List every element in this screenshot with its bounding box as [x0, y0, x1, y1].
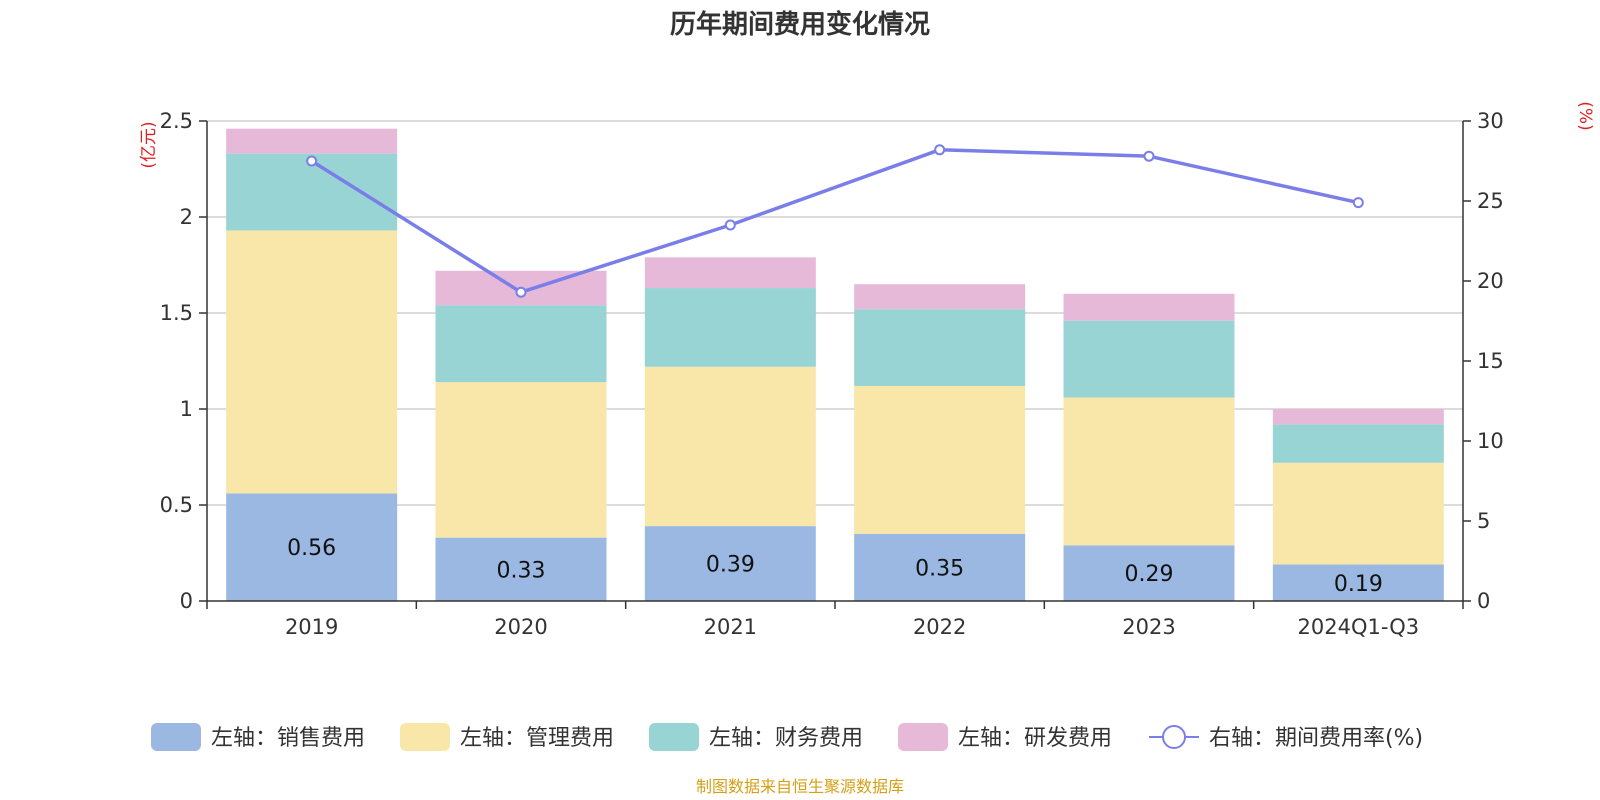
- x-tick-label: 2024Q1-Q3: [1298, 615, 1420, 639]
- right-tick-label: 0: [1477, 589, 1490, 613]
- bar-2-2023: [1063, 397, 1235, 546]
- bar-3-2023: [1063, 320, 1235, 398]
- rate-point: [934, 144, 946, 156]
- legend: 左轴：销售费用 左轴：管理费用 左轴：财务费用 左轴：研发费用 右轴：期间费用率(%): [151, 723, 1423, 751]
- left-tick-label: 0.5: [160, 493, 193, 517]
- grid: [207, 120, 1463, 506]
- bar-value-label: 0.56: [287, 536, 336, 561]
- legend-swatch-4: [898, 723, 948, 751]
- rate-point: [515, 286, 527, 298]
- legend-marker-icon: [1162, 725, 1186, 749]
- bar-2-2019: [226, 230, 398, 494]
- x-tick-label: 2019: [285, 615, 338, 639]
- bar-1-2024Q1-Q3: [1272, 564, 1444, 601]
- bar-2-2024Q1-Q3: [1272, 462, 1444, 565]
- right-tick-label: 30: [1477, 109, 1504, 133]
- rate-line-path: [310, 148, 1359, 295]
- bar-1-2023: [1063, 545, 1235, 601]
- bar-4-2024Q1-Q3: [1272, 409, 1444, 425]
- chart-title: 历年期间费用变化情况: [670, 9, 930, 40]
- bar-value-label: 0.39: [706, 553, 755, 578]
- left-tick-label: 1.5: [160, 301, 193, 325]
- bar-3-2024Q1-Q3: [1272, 424, 1444, 463]
- bar-1-2022: [854, 533, 1026, 601]
- bar-4-2021: [644, 257, 816, 289]
- legend-label: 左轴：销售费用: [211, 726, 365, 751]
- bar-4-2019: [226, 128, 398, 154]
- bar-value-label: 0.33: [497, 558, 546, 583]
- legend-label: 左轴：研发费用: [958, 726, 1112, 751]
- rate-point: [306, 155, 318, 167]
- rate-line: [306, 144, 1364, 298]
- right-tick-label: 15: [1477, 349, 1504, 373]
- x-tick-label: 2020: [494, 615, 547, 639]
- bar-2-2020: [435, 382, 607, 538]
- left-axis-unit: (亿元): [139, 121, 159, 168]
- bar-4-2023: [1063, 293, 1235, 321]
- bar-1-2019: [226, 493, 398, 601]
- right-tick-label: 5: [1477, 509, 1490, 533]
- rate-point: [1352, 197, 1364, 209]
- right-tick-label: 25: [1477, 189, 1504, 213]
- x-tick-label: 2022: [913, 615, 966, 639]
- x-tick-label: 2021: [704, 615, 757, 639]
- legend-label: 右轴：期间费用率(%): [1209, 726, 1423, 751]
- bar-2-2021: [644, 366, 816, 527]
- right-axis-unit: (%): [1575, 101, 1595, 130]
- axes: 0 0.5 1 1.5 2 2.5 0 5 10 15 20 25 30 2019 2020 2021 2022…: [160, 109, 1504, 639]
- legend-label: 左轴：管理费用: [460, 726, 614, 751]
- bar-4-2022: [854, 284, 1026, 310]
- bar-labels: 0.56 0.33 0.39 0.35 0.29 0.19: [287, 536, 1383, 597]
- left-tick-label: 2.5: [160, 109, 193, 133]
- bar-3-2022: [854, 309, 1026, 386]
- left-tick-label: 1: [180, 397, 193, 421]
- bar-value-label: 0.35: [915, 556, 964, 581]
- bar-2-2022: [854, 385, 1026, 534]
- left-tick-label: 0: [180, 589, 193, 613]
- left-tick-label: 2: [180, 205, 193, 229]
- legend-swatch-3: [649, 723, 699, 751]
- right-tick-label: 20: [1477, 269, 1504, 293]
- right-tick-label: 10: [1477, 429, 1504, 453]
- rate-point: [724, 219, 736, 231]
- bar-3-2020: [435, 305, 607, 383]
- x-tick-label: 2023: [1122, 615, 1175, 639]
- bar-value-label: 0.29: [1125, 562, 1174, 587]
- bar-3-2021: [644, 288, 816, 367]
- legend-swatch-2: [400, 723, 450, 751]
- rate-point: [1143, 150, 1155, 162]
- bar-1-2021: [644, 526, 816, 601]
- legend-swatch-1: [151, 723, 201, 751]
- bars: [226, 128, 1444, 601]
- source-note: 制图数据来自恒生聚源数据库: [696, 777, 904, 796]
- bar-value-label: 0.19: [1334, 572, 1383, 597]
- bar-1-2020: [435, 537, 607, 601]
- legend-label: 左轴：财务费用: [709, 726, 863, 751]
